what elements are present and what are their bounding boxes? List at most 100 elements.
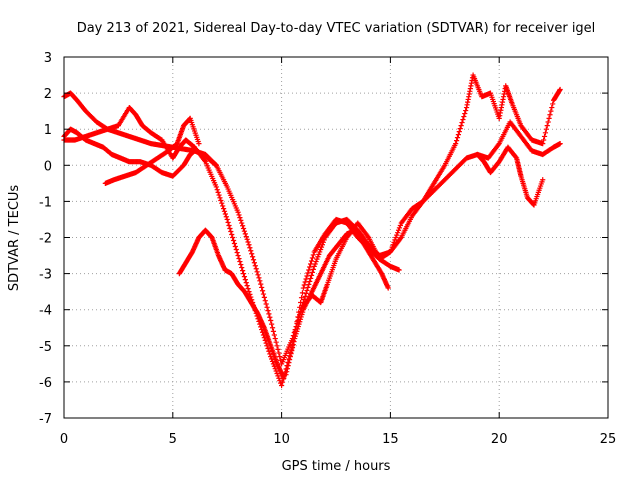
series-3 <box>102 115 202 186</box>
series-4 <box>176 227 287 381</box>
y-tick-label: 3 <box>44 51 52 66</box>
data-marks <box>61 72 563 389</box>
data-point <box>288 351 294 357</box>
data-point <box>289 348 295 354</box>
data-point <box>254 269 260 275</box>
y-tick-label: -1 <box>39 195 52 210</box>
series-2 <box>61 126 219 179</box>
data-point <box>286 360 292 366</box>
data-point <box>305 270 311 276</box>
data-point <box>542 130 549 136</box>
plot-frame <box>63 56 609 419</box>
data-point <box>251 260 257 266</box>
data-point <box>196 141 202 147</box>
data-point <box>246 289 252 295</box>
data-point <box>262 337 268 343</box>
data-point <box>268 317 274 324</box>
data-point <box>237 215 243 221</box>
data-point <box>302 279 308 285</box>
data-point <box>305 284 311 291</box>
data-point <box>541 137 547 143</box>
data-point <box>298 295 305 301</box>
data-point <box>274 370 280 377</box>
data-point <box>229 231 235 238</box>
data-point <box>215 189 221 195</box>
data-point <box>294 326 301 332</box>
data-point <box>220 203 226 209</box>
data-point <box>258 281 264 287</box>
data-point <box>230 237 237 244</box>
data-point <box>235 209 241 215</box>
series-0 <box>61 90 563 367</box>
data-point <box>290 341 296 348</box>
y-axis-label: SDTVAR / TECUs <box>7 185 22 292</box>
data-point <box>213 162 219 168</box>
data-point <box>247 245 253 251</box>
data-point <box>547 112 553 118</box>
data-point <box>544 122 550 129</box>
data-point <box>261 294 267 300</box>
data-point <box>277 354 283 360</box>
data-point <box>396 267 402 273</box>
data-point <box>308 261 314 267</box>
data-point <box>309 269 316 275</box>
data-point <box>221 208 228 214</box>
data-point <box>269 321 275 327</box>
data-point <box>249 254 256 260</box>
data-point <box>557 141 563 147</box>
data-point <box>219 200 225 206</box>
data-point <box>294 328 300 334</box>
data-point <box>291 338 297 345</box>
data-point <box>284 366 291 372</box>
y-tick-label: -5 <box>39 340 52 355</box>
data-point <box>308 258 315 264</box>
data-point <box>315 254 321 260</box>
data-point <box>314 256 320 262</box>
data-point <box>266 311 272 317</box>
data-point <box>458 122 464 129</box>
data-point <box>541 133 548 140</box>
data-point <box>299 311 305 318</box>
data-point <box>550 101 556 107</box>
data-point <box>463 107 469 114</box>
data-point <box>540 141 546 147</box>
data-point <box>238 261 244 268</box>
data-point <box>272 335 278 342</box>
data-point <box>266 348 272 354</box>
data-point <box>395 230 401 236</box>
data-point <box>232 243 238 250</box>
data-point <box>262 298 268 304</box>
y-tick-label: 2 <box>44 87 52 102</box>
data-point <box>217 195 223 201</box>
data-point <box>231 240 238 247</box>
data-point <box>234 249 240 256</box>
y-tick-label: -3 <box>39 268 52 283</box>
data-point <box>301 282 307 288</box>
data-point <box>393 234 399 241</box>
data-point <box>299 290 306 296</box>
data-point <box>513 154 519 160</box>
data-point <box>236 255 242 262</box>
y-tick-label: -2 <box>39 232 52 247</box>
data-point <box>249 251 255 257</box>
data-point <box>279 379 286 385</box>
data-point <box>245 239 251 245</box>
data-point <box>224 216 230 223</box>
data-point <box>308 272 315 279</box>
y-tick-label: 0 <box>44 159 52 174</box>
data-point <box>230 234 236 241</box>
y-tick-label: -4 <box>39 304 52 319</box>
data-point <box>259 288 266 294</box>
data-point <box>279 382 285 389</box>
x-tick-label: 20 <box>491 432 508 447</box>
data-point <box>227 225 233 232</box>
data-point <box>298 314 304 320</box>
data-point <box>275 373 281 379</box>
data-point <box>243 233 249 240</box>
data-point <box>240 271 247 277</box>
data-point <box>453 138 460 144</box>
data-point <box>273 368 279 374</box>
x-tick-label: 25 <box>600 432 617 447</box>
data-point <box>303 276 309 282</box>
data-point <box>306 267 312 273</box>
